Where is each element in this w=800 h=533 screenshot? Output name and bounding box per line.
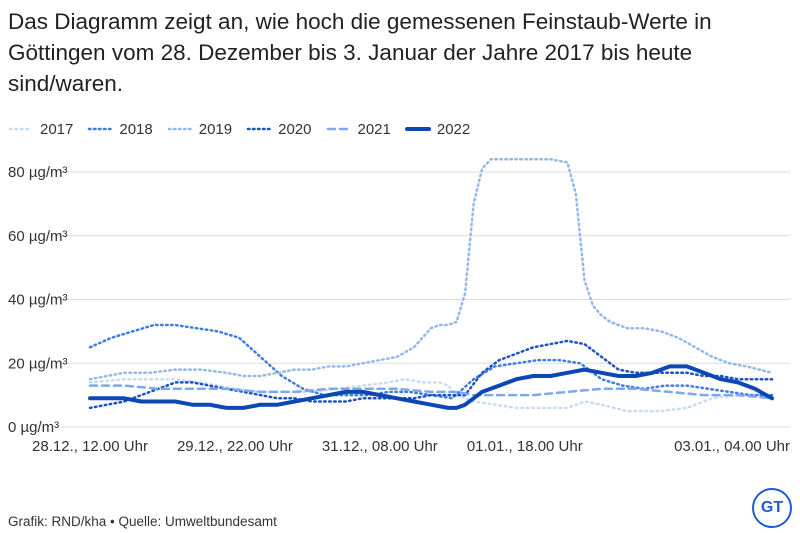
series-line-2017 [88, 377, 774, 413]
legend-label: 2021 [357, 120, 391, 138]
gt-logo: GT [752, 488, 792, 528]
y-tick-labels: 0 µg/m³ 20 µg/m³ 40 µg/m³ 60 µg/m³ 80 µg/m³ [8, 164, 68, 436]
x-tick-label: 03.01., 04.00 Uhr [674, 438, 790, 455]
y-tick-label: 0 µg/m³ [8, 419, 59, 436]
legend-label: 2019 [198, 120, 233, 138]
y-tick-label: 60 µg/m³ [8, 228, 68, 245]
y-tick-label: 80 µg/m³ [8, 164, 68, 181]
series-line-2018 [88, 323, 774, 400]
legend-label: 2022 [436, 120, 471, 138]
legend-swatch [326, 127, 351, 131]
y-tick-label: 40 µg/m³ [8, 292, 68, 309]
legend-label: 2017 [40, 120, 74, 138]
x-tick-labels: 28.12., 12.00 Uhr 29.12., 22.00 Uhr 31.12.… [32, 438, 790, 455]
series-line-2022 [88, 364, 774, 410]
legend-swatch [404, 127, 431, 131]
legend-label: 2018 [119, 120, 153, 138]
series-line-2019 [88, 158, 774, 381]
y-tick-label: 20 µg/m³ [8, 355, 68, 372]
x-tick-label: 01.01., 18.00 Uhr [467, 438, 583, 455]
legend-item-2021[interactable]: 2021 [326, 121, 391, 138]
legend-item-2020[interactable]: 2020 [246, 120, 312, 138]
legend-swatch [8, 127, 34, 131]
chart-title: Das Diagramm zeigt an, wie hoch die geme… [8, 9, 712, 96]
series-line-2021 [88, 384, 774, 400]
x-tick-label: 31.12., 08.00 Uhr [322, 438, 438, 455]
source-credit: Grafik: RND/kha • Quelle: Umweltbundesam… [8, 514, 277, 529]
series-line-2020 [88, 339, 774, 410]
legend-item-2022[interactable]: 2022 [404, 120, 471, 138]
legend-item-2017[interactable]: 2017 [8, 121, 73, 138]
legend-label: 2020 [278, 120, 312, 138]
series-lines [88, 158, 774, 413]
legend-swatch [246, 127, 272, 131]
legend-item-2019[interactable]: 2019 [167, 121, 232, 138]
x-tick-label: 28.12., 12.00 Uhr [32, 438, 148, 455]
legend-swatch [88, 127, 113, 131]
legend-swatch [167, 127, 192, 131]
chart-legend: 2017 2018 2019 2020 2021 2022 [8, 118, 484, 140]
grid-lines [55, 171, 790, 428]
legend-item-2018[interactable]: 2018 [87, 120, 153, 138]
x-tick-label: 29.12., 22.00 Uhr [177, 438, 293, 455]
